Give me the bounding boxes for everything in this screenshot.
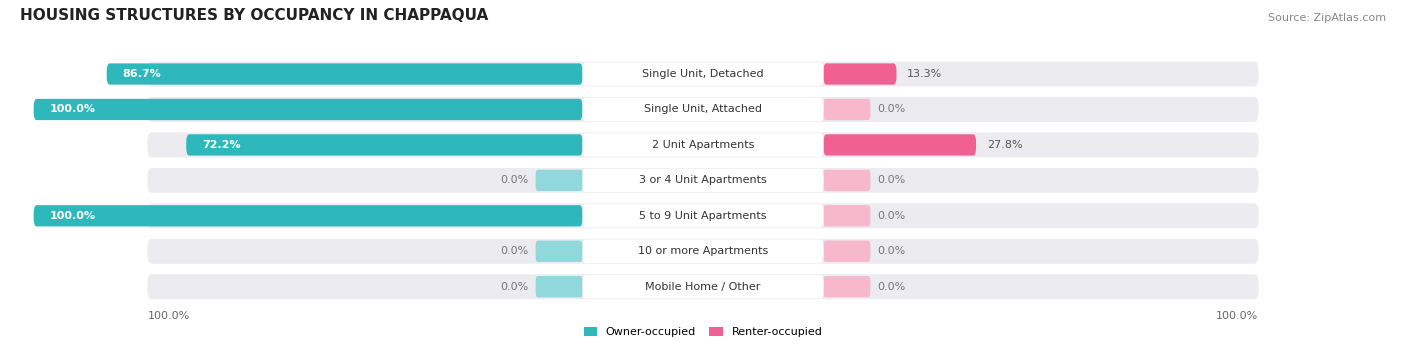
Text: 100.0%: 100.0% bbox=[1216, 311, 1258, 321]
Text: 2 Unit Apartments: 2 Unit Apartments bbox=[652, 140, 754, 150]
FancyBboxPatch shape bbox=[582, 275, 824, 298]
FancyBboxPatch shape bbox=[107, 63, 582, 85]
FancyBboxPatch shape bbox=[536, 170, 582, 191]
FancyBboxPatch shape bbox=[148, 97, 1258, 122]
FancyBboxPatch shape bbox=[148, 62, 1258, 86]
FancyBboxPatch shape bbox=[824, 205, 870, 226]
Text: Single Unit, Attached: Single Unit, Attached bbox=[644, 104, 762, 115]
FancyBboxPatch shape bbox=[824, 241, 870, 262]
Text: HOUSING STRUCTURES BY OCCUPANCY IN CHAPPAQUA: HOUSING STRUCTURES BY OCCUPANCY IN CHAPP… bbox=[20, 8, 488, 23]
Text: 0.0%: 0.0% bbox=[877, 246, 905, 256]
Text: 0.0%: 0.0% bbox=[877, 175, 905, 186]
FancyBboxPatch shape bbox=[148, 133, 1258, 157]
Text: 0.0%: 0.0% bbox=[501, 282, 529, 292]
FancyBboxPatch shape bbox=[186, 134, 582, 155]
Text: 0.0%: 0.0% bbox=[501, 175, 529, 186]
FancyBboxPatch shape bbox=[34, 99, 582, 120]
FancyBboxPatch shape bbox=[824, 170, 870, 191]
FancyBboxPatch shape bbox=[582, 98, 824, 121]
FancyBboxPatch shape bbox=[582, 240, 824, 263]
FancyBboxPatch shape bbox=[582, 133, 824, 157]
FancyBboxPatch shape bbox=[824, 63, 897, 85]
Text: 72.2%: 72.2% bbox=[202, 140, 240, 150]
FancyBboxPatch shape bbox=[34, 205, 582, 226]
Text: 0.0%: 0.0% bbox=[501, 246, 529, 256]
FancyBboxPatch shape bbox=[582, 62, 824, 86]
FancyBboxPatch shape bbox=[582, 169, 824, 192]
FancyBboxPatch shape bbox=[824, 134, 976, 155]
Text: 5 to 9 Unit Apartments: 5 to 9 Unit Apartments bbox=[640, 211, 766, 221]
Text: 86.7%: 86.7% bbox=[122, 69, 162, 79]
FancyBboxPatch shape bbox=[536, 276, 582, 297]
Text: 0.0%: 0.0% bbox=[877, 282, 905, 292]
Text: 100.0%: 100.0% bbox=[49, 104, 96, 115]
Text: Single Unit, Detached: Single Unit, Detached bbox=[643, 69, 763, 79]
FancyBboxPatch shape bbox=[536, 241, 582, 262]
FancyBboxPatch shape bbox=[148, 274, 1258, 299]
Text: 3 or 4 Unit Apartments: 3 or 4 Unit Apartments bbox=[640, 175, 766, 186]
Text: 27.8%: 27.8% bbox=[987, 140, 1022, 150]
FancyBboxPatch shape bbox=[148, 168, 1258, 193]
Text: 13.3%: 13.3% bbox=[907, 69, 942, 79]
Legend: Owner-occupied, Renter-occupied: Owner-occupied, Renter-occupied bbox=[583, 327, 823, 337]
Text: Mobile Home / Other: Mobile Home / Other bbox=[645, 282, 761, 292]
FancyBboxPatch shape bbox=[824, 276, 870, 297]
FancyBboxPatch shape bbox=[824, 99, 870, 120]
Text: 0.0%: 0.0% bbox=[877, 211, 905, 221]
FancyBboxPatch shape bbox=[148, 203, 1258, 228]
Text: 0.0%: 0.0% bbox=[877, 104, 905, 115]
FancyBboxPatch shape bbox=[582, 204, 824, 227]
FancyBboxPatch shape bbox=[148, 239, 1258, 264]
Text: 100.0%: 100.0% bbox=[148, 311, 190, 321]
Text: Source: ZipAtlas.com: Source: ZipAtlas.com bbox=[1268, 13, 1386, 23]
Text: 100.0%: 100.0% bbox=[49, 211, 96, 221]
Text: 10 or more Apartments: 10 or more Apartments bbox=[638, 246, 768, 256]
